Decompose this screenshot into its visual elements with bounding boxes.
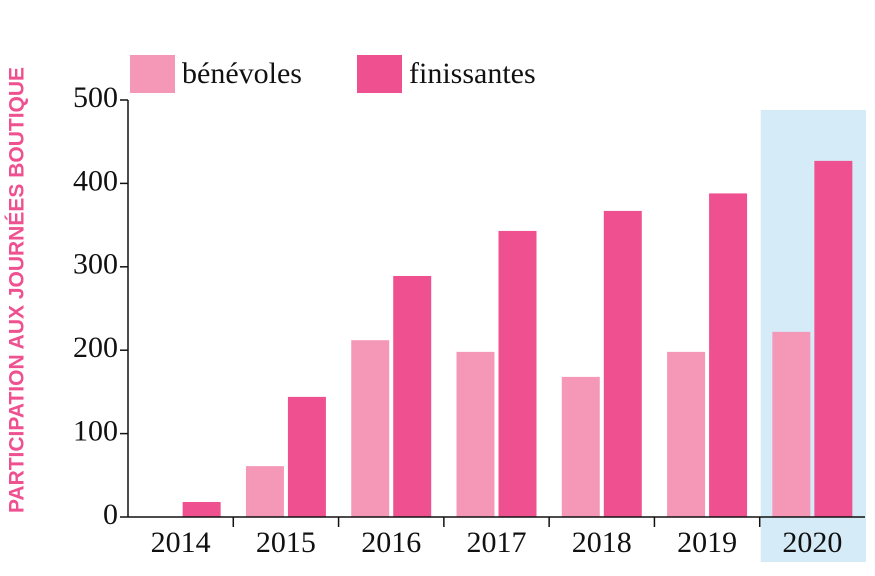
bar — [561, 376, 600, 517]
bar — [393, 275, 432, 517]
y-tick-label: 200 — [73, 331, 118, 364]
y-tick-label: 0 — [103, 498, 118, 531]
y-tick-label: 100 — [73, 414, 118, 447]
legend-swatch — [130, 55, 175, 93]
y-tick-label: 500 — [73, 81, 118, 114]
bar — [456, 351, 495, 517]
bar — [603, 210, 642, 517]
bar — [667, 351, 706, 517]
y-tick-label: 400 — [73, 164, 118, 197]
bar — [351, 340, 390, 517]
x-tick-label: 2016 — [361, 526, 421, 559]
legend-label: finissantes — [409, 57, 536, 90]
bar — [498, 230, 537, 518]
x-tick-label: 2018 — [572, 526, 632, 559]
y-tick-label: 300 — [73, 248, 118, 281]
x-tick-label: 2014 — [151, 526, 211, 559]
bar — [814, 160, 853, 517]
bar — [772, 331, 811, 517]
x-tick-label: 2019 — [677, 526, 737, 559]
bar — [287, 396, 326, 517]
legend-swatch — [357, 55, 402, 93]
legend-label: bénévoles — [182, 57, 302, 90]
bar — [709, 193, 748, 517]
x-tick-label: 2015 — [256, 526, 316, 559]
x-tick-label: 2020 — [782, 526, 842, 559]
bar — [245, 466, 284, 517]
x-tick-label: 2017 — [467, 526, 527, 559]
bar — [182, 501, 221, 517]
y-axis-label: PARTICIPATION AUX JOURNÉES BOUTIQUE — [6, 67, 29, 513]
